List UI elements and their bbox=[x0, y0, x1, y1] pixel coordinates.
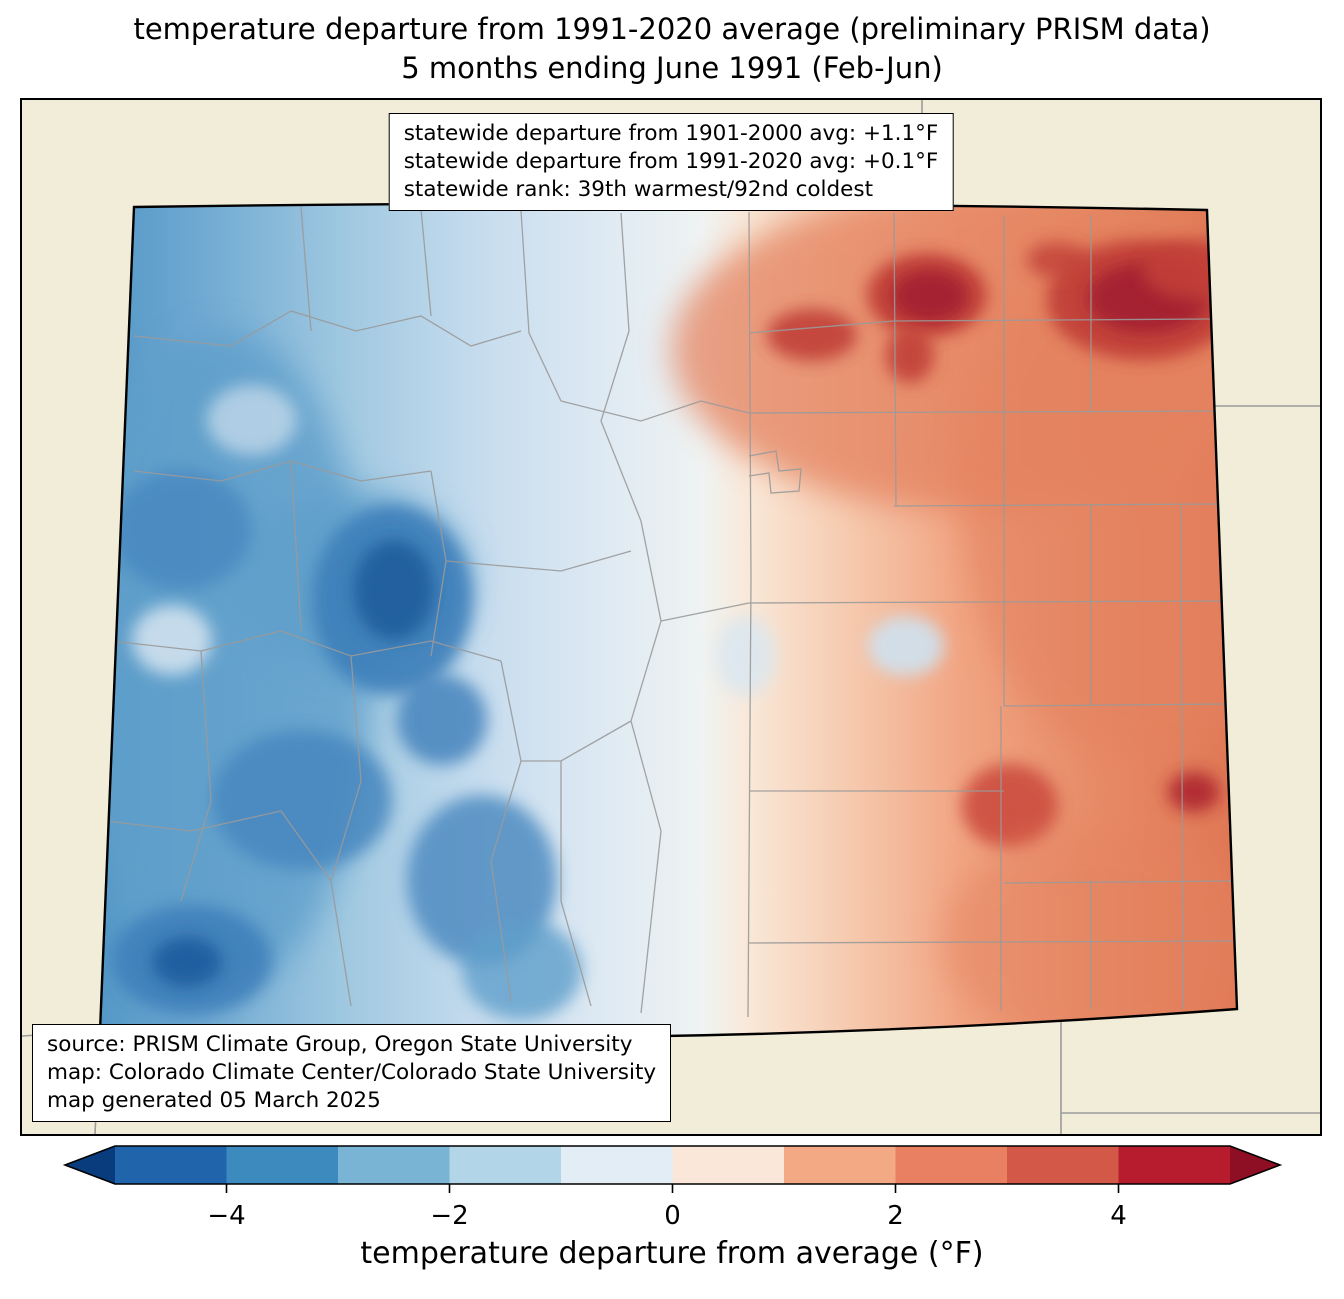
county-boundaries bbox=[105, 206, 1234, 1018]
source-line-2: map: Colorado Climate Center/Colorado St… bbox=[47, 1060, 657, 1085]
colorbar-segment bbox=[338, 1146, 450, 1184]
colorbar-segment bbox=[226, 1146, 339, 1184]
colorbar-segment bbox=[1118, 1146, 1231, 1184]
title-line-2: 5 months ending June 1991 (Feb-Jun) bbox=[401, 51, 943, 85]
source-attribution-box: source: PRISM Climate Group, Oregon Stat… bbox=[32, 1024, 672, 1122]
title-line-1: temperature departure from 1991-2020 ave… bbox=[133, 12, 1211, 46]
stats-line-1: statewide departure from 1901-2000 avg: … bbox=[403, 121, 939, 146]
colorbar-segment bbox=[784, 1146, 896, 1184]
colorbar-tick-label: 0 bbox=[664, 1201, 681, 1231]
source-line-3: map generated 05 March 2025 bbox=[47, 1088, 381, 1113]
colorbar-tick-label: −4 bbox=[207, 1201, 245, 1231]
colorbar-right-arrow bbox=[1230, 1146, 1280, 1184]
temperature-surface bbox=[100, 203, 1237, 1038]
figure-title: temperature departure from 1991-2020 ave… bbox=[0, 10, 1344, 88]
colorbar-segment bbox=[561, 1146, 673, 1184]
map-panel: statewide departure from 1901-2000 avg: … bbox=[20, 98, 1322, 1136]
source-line-1: source: PRISM Climate Group, Oregon Stat… bbox=[47, 1032, 633, 1057]
statewide-stats-box: statewide departure from 1901-2000 avg: … bbox=[388, 113, 954, 211]
colorbar-segment bbox=[115, 1146, 227, 1184]
colorbar-tick-label: 4 bbox=[1110, 1201, 1127, 1231]
colorbar-segment bbox=[1007, 1146, 1119, 1184]
colorbar-segment bbox=[895, 1146, 1008, 1184]
colorbar-segment bbox=[672, 1146, 785, 1184]
colorbar-left-arrow bbox=[65, 1146, 115, 1184]
stats-line-3: statewide rank: 39th warmest/92nd coldes… bbox=[403, 177, 874, 202]
colorbar: −4 −2 0 2 4 bbox=[62, 1145, 1283, 1231]
colorbar-tick-label: 2 bbox=[887, 1201, 904, 1231]
colorado-temperature-map bbox=[22, 100, 1320, 1134]
stats-line-2: statewide departure from 1991-2020 avg: … bbox=[403, 149, 939, 174]
colorbar-axis-label: temperature departure from average (°F) bbox=[360, 1236, 984, 1271]
colorbar-outline bbox=[62, 1145, 1283, 1185]
colorbar-tick-label: −2 bbox=[430, 1201, 468, 1231]
colorbar-segment bbox=[449, 1146, 562, 1184]
